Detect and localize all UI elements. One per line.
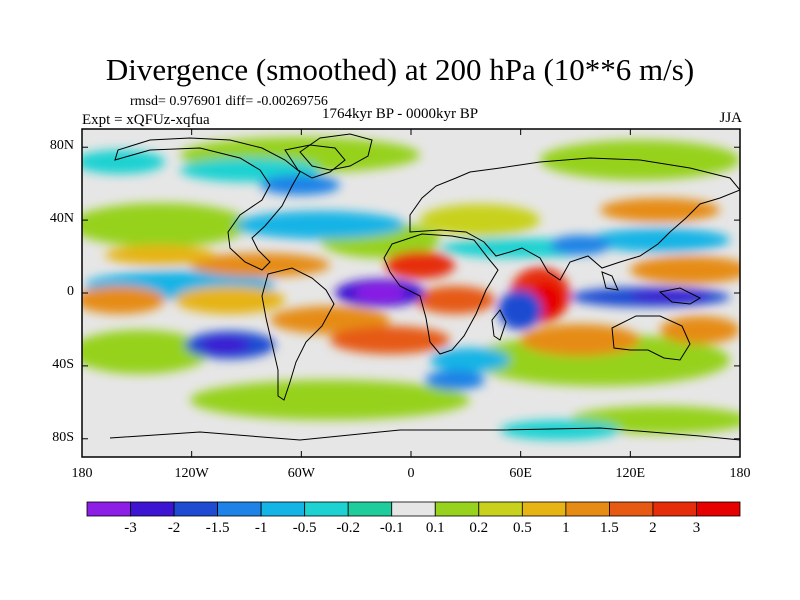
experiment-label: Expt = xQFUz-xqfua bbox=[82, 112, 210, 128]
lat-tick-label: 80N bbox=[49, 138, 74, 154]
lon-tick-label: 180 bbox=[729, 466, 751, 481]
colorbar-swatch bbox=[434, 501, 480, 517]
lon-tick-label: 60W bbox=[287, 466, 315, 481]
colorbar-swatch bbox=[86, 501, 131, 517]
colorbar-label: 2 bbox=[649, 520, 657, 536]
lon-tick-label: 120W bbox=[174, 466, 209, 481]
season-label: JJA bbox=[719, 110, 742, 126]
colorbar-label: 3 bbox=[692, 520, 701, 536]
colorbar-label: 0.5 bbox=[512, 520, 532, 536]
colorbar-label: 0.1 bbox=[425, 520, 445, 536]
colorbar-swatch bbox=[609, 501, 654, 517]
colorbar-label: 1.5 bbox=[600, 520, 619, 536]
colorbar-swatch bbox=[565, 501, 610, 517]
colorbar-swatch bbox=[304, 501, 349, 517]
axis-ticks bbox=[81, 129, 741, 457]
lon-tick-label: 120E bbox=[615, 466, 646, 481]
colorbar-label: -2 bbox=[167, 520, 181, 536]
colorbar-swatch bbox=[347, 501, 393, 517]
lat-tick-label: 80S bbox=[52, 429, 74, 445]
lat-tick-label: 40N bbox=[49, 211, 74, 227]
colorbar-label: 0.2 bbox=[469, 520, 489, 536]
colorbar-swatch bbox=[521, 501, 567, 517]
colorbar-swatch bbox=[696, 501, 741, 517]
colorbar-label: -1.5 bbox=[205, 520, 230, 536]
colorbar-swatch bbox=[391, 501, 436, 517]
lon-tick-label: 0 bbox=[407, 466, 415, 481]
colorbar-swatch bbox=[260, 501, 306, 517]
colorbar-label: -1 bbox=[254, 520, 268, 536]
stats-label: rmsd= 0.976901 diff= -0.00269756 bbox=[130, 94, 328, 109]
coastlines bbox=[109, 133, 740, 441]
field-layer bbox=[82, 129, 740, 457]
colorbar-swatch bbox=[173, 501, 218, 517]
lat-tick-label: 0 bbox=[67, 284, 74, 299]
colorbar-swatch bbox=[130, 501, 175, 517]
colorbar-label: -0.5 bbox=[292, 520, 317, 536]
colorbar-label: -0.2 bbox=[336, 520, 361, 536]
colorbar-swatch bbox=[217, 501, 262, 517]
lon-tick-label: 180 bbox=[71, 466, 93, 481]
colorbar-swatch bbox=[652, 501, 697, 517]
plot-title: Divergence (smoothed) at 200 hPa (10**6 … bbox=[105, 52, 695, 87]
colorbar-label: 1 bbox=[562, 520, 570, 536]
colorbar bbox=[86, 501, 741, 517]
lon-tick-label: 60E bbox=[509, 466, 532, 481]
colorbar-label: -0.1 bbox=[379, 520, 404, 536]
colorbar-label: -3 bbox=[124, 520, 137, 536]
period-label: 1764kyr BP - 0000kyr BP bbox=[322, 106, 479, 122]
colorbar-swatch bbox=[478, 501, 523, 517]
lat-tick-label: 40S bbox=[52, 356, 74, 372]
